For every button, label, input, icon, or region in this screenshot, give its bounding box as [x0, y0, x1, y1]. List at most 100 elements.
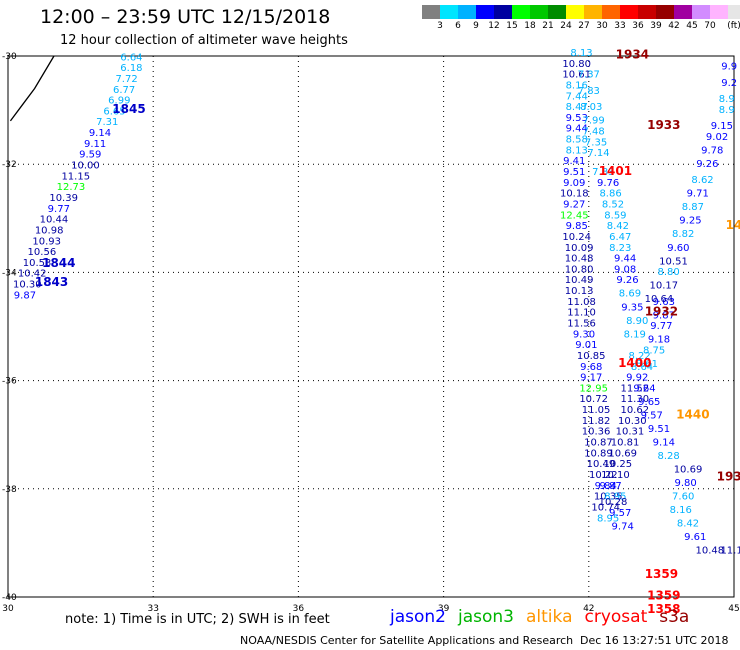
wave-height-value: 9.85 — [566, 221, 588, 232]
legend-swatch — [692, 5, 710, 19]
legend-swatch — [584, 5, 602, 19]
wave-height-value: 11.15 — [61, 171, 90, 182]
wave-height-value: 10.39 — [49, 193, 78, 204]
credit-line: NOAA/NESDIS Center for Satellite Applica… — [240, 634, 574, 647]
wave-height-value: 11.56 — [567, 319, 596, 330]
legend-label: 18 — [524, 21, 536, 31]
wave-height-value: 10.35 — [594, 492, 623, 503]
legend-label: 36 — [632, 21, 644, 31]
wave-height-value: 10.24 — [562, 232, 591, 243]
legend-swatch — [548, 5, 566, 19]
satellite-jason2: jason2 — [390, 607, 446, 627]
wave-height-value: 11.30 — [620, 394, 649, 405]
lat-label: -40 — [2, 593, 17, 603]
wave-height-value: 9.2 — [721, 78, 737, 89]
wave-height-value: 10.85 — [577, 351, 606, 362]
lat-label: -34 — [2, 268, 17, 278]
wave-height-value: 8.90 — [626, 316, 648, 327]
wave-height-value: 9.64 — [633, 383, 655, 394]
legend-label: 70 — [704, 21, 716, 31]
wave-height-value: 8.03 — [580, 102, 602, 113]
wave-height-value: 8.59 — [604, 210, 626, 221]
lon-label: 30 — [2, 604, 14, 614]
wave-height-value: 6.99 — [108, 96, 130, 107]
wave-height-value: 10.09 — [565, 243, 594, 254]
wave-height-value: 10.22 — [589, 470, 618, 481]
satellite-altika: altika — [526, 607, 573, 627]
wave-height-value: 9.51 — [648, 424, 670, 435]
legend-swatch — [674, 5, 692, 19]
wave-height-value: 8.23 — [609, 243, 631, 254]
legend-label: 12 — [488, 21, 500, 31]
wave-height-value: 8.9 — [719, 94, 735, 105]
wave-height-value: 9.60 — [667, 243, 689, 254]
wave-height-value: 10.13 — [565, 286, 594, 297]
wave-height-value: 7.48 — [583, 126, 605, 137]
wave-height-value: 6.65 — [103, 106, 125, 117]
wave-height-value: 10.48 — [565, 254, 594, 265]
wave-height-value: 9.02 — [706, 132, 728, 143]
wave-height-value: 8.87 — [682, 202, 704, 213]
wave-height-value: 10.18 — [560, 189, 589, 200]
wave-height-value: 9.01 — [575, 340, 597, 351]
wave-height-value: 10.49 — [587, 459, 616, 470]
wave-height-value: 10.69 — [674, 465, 703, 476]
legend-label: 9 — [473, 21, 479, 31]
wave-height-value: 9.26 — [696, 159, 718, 170]
satellite-jason3: jason3 — [458, 607, 514, 627]
wave-height-value: 10.30 — [618, 416, 647, 427]
wave-height-value: 10.56 — [28, 247, 57, 258]
wave-height-value: 9.57 — [609, 508, 631, 519]
wave-height-value: 8.80 — [658, 267, 680, 278]
wave-height-value: 9.44 — [566, 124, 588, 135]
wave-height-value: 8.61 — [636, 359, 658, 370]
wave-height-value: 10.80 — [562, 59, 591, 70]
legend-label: (ft) — [727, 21, 740, 31]
wave-height-value: 9.17 — [580, 373, 602, 384]
wave-height-value: 9.87 — [599, 481, 621, 492]
wave-height-value: 7.14 — [587, 148, 609, 159]
legend-label: 42 — [668, 21, 680, 31]
wave-height-value: 6.64 — [120, 52, 142, 63]
lat-label: -36 — [2, 377, 17, 387]
wave-height-value: 8.13 — [570, 48, 592, 59]
wave-height-value: 9.92 — [626, 373, 648, 384]
wave-height-value: 7.60 — [672, 492, 694, 503]
wave-height-value: 7.35 — [585, 137, 607, 148]
wave-height-value: 11.05 — [582, 405, 611, 416]
wave-height-value: 9.9 — [721, 62, 737, 73]
legend-swatch — [620, 5, 638, 19]
wave-height-value: 10.87 — [584, 438, 613, 449]
lon-label: 36 — [293, 604, 305, 614]
wave-height-value: 10.48 — [695, 546, 724, 557]
wave-height-value: 8.95 — [604, 492, 626, 503]
pass-time-label: 1845 — [112, 102, 145, 116]
pass-time-label: 1844 — [42, 256, 75, 270]
wave-height-value: 7.83 — [578, 86, 600, 97]
wave-height-value: 10.64 — [645, 294, 674, 305]
wave-height-value: 10.36 — [582, 427, 611, 438]
coastline — [9, 55, 55, 122]
wave-height-value: 9.53 — [566, 113, 588, 124]
legend-swatch — [710, 5, 728, 19]
wave-height-value: 8.47 — [566, 102, 588, 113]
wave-height-value: 10.89 — [584, 448, 613, 459]
wave-height-value: 9.76 — [597, 178, 619, 189]
pass-time-label: 14 — [726, 218, 740, 232]
wave-height-value: 9.77 — [48, 204, 70, 215]
pass-time-label: 1358 — [647, 602, 680, 616]
wave-height-value: 10.93 — [32, 236, 61, 247]
pass-time-label: 1933 — [647, 118, 680, 132]
wave-height-value: 10.49 — [565, 275, 594, 286]
wave-height-value: 7.72 — [115, 74, 137, 85]
wave-height-value: 9.35 — [621, 302, 643, 313]
legend-label: 39 — [650, 21, 662, 31]
pass-time-label: 1843 — [35, 275, 68, 289]
wave-height-value: 6.47 — [609, 232, 631, 243]
pass-time-label: 1932 — [645, 305, 678, 319]
legend-label: 33 — [614, 21, 626, 31]
wave-height-value: 12.73 — [57, 182, 86, 193]
wave-height-value: 11.10 — [567, 308, 596, 319]
wave-height-value: 8.42 — [677, 519, 699, 530]
wave-height-value: 10.31 — [616, 427, 645, 438]
